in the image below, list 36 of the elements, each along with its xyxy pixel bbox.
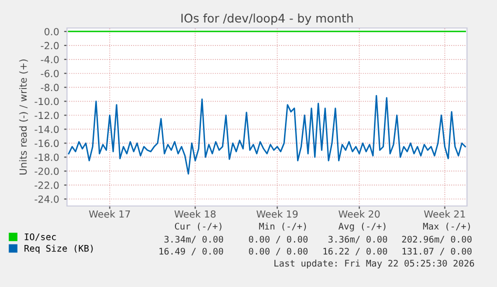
x-tick-label: Week 17 xyxy=(89,210,130,218)
y-tick-label: -10.0 xyxy=(34,98,59,106)
y-tick-label: -18.0 xyxy=(34,154,59,161)
text: 0.00 / 0.00 xyxy=(248,236,308,244)
text: Cur (-/+) xyxy=(174,222,222,231)
text: Last update: Fri May 22 05:25:30 2026 xyxy=(274,260,474,268)
x-tick-label: Week 18 xyxy=(174,210,216,218)
text: Max (-/+) xyxy=(423,222,470,231)
y-tick-label: -8.0 xyxy=(40,84,59,92)
y-tick-label: -16.0 xyxy=(34,140,59,148)
chart-title: IOs for /dev/loop4 - by month xyxy=(181,13,353,25)
y-tick-label: -22.0 xyxy=(34,182,59,189)
y-tick-label: -24.0 xyxy=(34,196,59,203)
y-tick-label: -12.0 xyxy=(34,112,59,120)
text: 202.96m/ 0.00 xyxy=(402,236,472,244)
text: 3.36m/ 0.00 xyxy=(328,236,388,244)
y-tick-label: -4.0 xyxy=(40,56,59,64)
text: 16.49 / 0.00 xyxy=(160,248,224,256)
y-tick-label: -6.0 xyxy=(40,70,59,78)
text: 16.22 / 0.00 xyxy=(324,248,388,256)
x-tick-label: Week 19 xyxy=(256,210,298,218)
text: Avg (-/+) xyxy=(338,222,386,232)
text: 131.07 / 0.00 xyxy=(402,248,472,256)
line-series xyxy=(68,95,466,175)
y-tick-label: 0.0 xyxy=(44,28,59,36)
text: 0.00 / 0.00 xyxy=(248,248,308,256)
y-tick-label: -2.0 xyxy=(40,42,59,50)
legend-label: Req Size (KB) xyxy=(24,244,93,254)
y-tick-label: -20.0 xyxy=(34,168,59,175)
x-tick-label: Week 20 xyxy=(338,210,380,218)
legend-label: IO/sec xyxy=(24,233,56,241)
text: 3.34m/ 0.00 xyxy=(164,236,224,244)
y-axis-title: Units read (-) / write (+) xyxy=(19,59,28,175)
x-tick-label: Week 21 xyxy=(424,210,465,218)
text: Min (-/+) xyxy=(259,222,306,231)
y-tick-label: -14.0 xyxy=(34,126,59,134)
